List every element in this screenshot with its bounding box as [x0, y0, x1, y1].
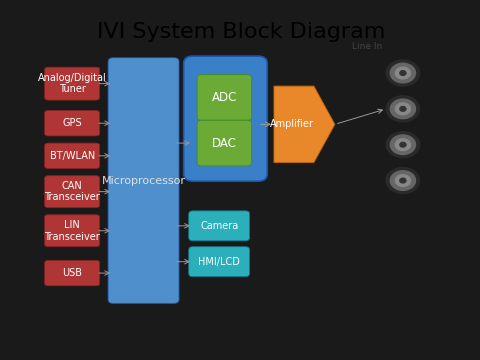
Text: ADC: ADC: [212, 91, 237, 104]
FancyBboxPatch shape: [197, 75, 252, 120]
Text: IVI System Block Diagram: IVI System Block Diagram: [97, 22, 385, 42]
FancyBboxPatch shape: [45, 111, 100, 136]
Text: HMI/LCD: HMI/LCD: [198, 257, 240, 267]
FancyBboxPatch shape: [108, 58, 179, 303]
FancyBboxPatch shape: [45, 215, 100, 247]
FancyBboxPatch shape: [45, 260, 100, 286]
Circle shape: [396, 175, 410, 186]
FancyBboxPatch shape: [197, 120, 252, 166]
Circle shape: [386, 132, 420, 158]
Text: GPS: GPS: [62, 118, 82, 128]
Circle shape: [386, 60, 420, 86]
Polygon shape: [274, 86, 335, 163]
Circle shape: [396, 67, 410, 79]
Text: Line In: Line In: [352, 42, 383, 51]
Text: Camera: Camera: [200, 221, 238, 231]
Text: BT/WLAN: BT/WLAN: [49, 151, 95, 161]
Text: LIN
Transceiver: LIN Transceiver: [44, 220, 100, 242]
Circle shape: [400, 71, 406, 75]
Circle shape: [390, 63, 416, 83]
Text: Microprocessor: Microprocessor: [102, 176, 186, 185]
Circle shape: [390, 135, 416, 154]
Text: CAN
Transceiver: CAN Transceiver: [44, 181, 100, 202]
Circle shape: [386, 96, 420, 122]
FancyBboxPatch shape: [45, 176, 100, 208]
FancyBboxPatch shape: [184, 56, 267, 181]
Text: DAC: DAC: [212, 136, 237, 150]
Circle shape: [400, 107, 406, 111]
FancyBboxPatch shape: [189, 211, 250, 241]
Text: USB: USB: [62, 268, 82, 278]
Circle shape: [386, 167, 420, 194]
Circle shape: [390, 171, 416, 190]
Circle shape: [396, 103, 410, 115]
Text: Amplifier: Amplifier: [270, 120, 314, 129]
FancyBboxPatch shape: [189, 247, 250, 277]
FancyBboxPatch shape: [45, 143, 100, 168]
Circle shape: [400, 142, 406, 147]
Text: Analog/Digital
Tuner: Analog/Digital Tuner: [38, 73, 107, 94]
Circle shape: [396, 139, 410, 150]
FancyBboxPatch shape: [45, 67, 100, 100]
Circle shape: [400, 178, 406, 183]
Circle shape: [390, 99, 416, 119]
